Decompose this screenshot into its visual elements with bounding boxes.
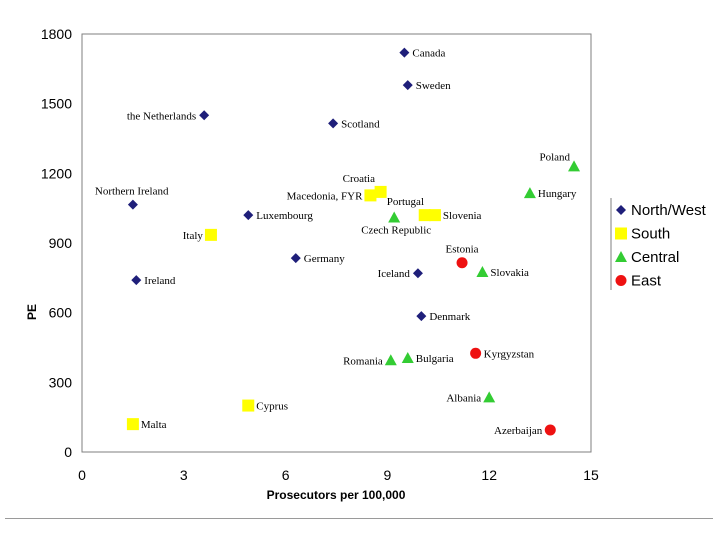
legend-label: East [631,273,662,290]
y-tick-label: 0 [64,444,72,460]
data-point-label: Bulgaria [416,353,454,365]
x-axis-ticks: 0 3 6 9 12 15 [78,467,599,483]
data-point-label: Ireland [144,275,176,287]
plot-area [81,33,592,453]
legend-label: South [631,226,670,243]
data-point-label: Macedonia, FYR [287,190,363,202]
legend-marker-east [615,275,627,286]
data-point-malta [126,418,139,431]
data-point-label: Czech Republic [361,224,431,236]
data-point-slovenia [428,209,441,222]
x-tick-label: 3 [180,467,188,483]
data-point-poland [568,160,581,172]
x-tick-label: 15 [583,467,599,483]
data-point-label: Canada [412,48,445,60]
data-point-label: Sweden [416,80,451,92]
data-point-label: Slovakia [490,267,529,279]
data-point-label: Luxembourg [256,210,313,222]
x-tick-label: 9 [384,467,392,483]
y-tick-label: 600 [49,305,73,321]
data-point-label: Portugal [387,196,424,208]
data-point-italy [204,228,217,241]
data-point-czech-republic [388,211,401,223]
data-point-label: Kyrgyzstan [484,348,535,360]
data-point-label: Azerbaijan [494,425,543,437]
y-tick-label: 1800 [41,26,72,42]
y-tick-label: 1500 [41,96,72,112]
legend: North/West South Central East [610,198,707,290]
data-point-ireland [131,275,142,286]
data-point-albania [483,391,496,403]
legend-label: Central [631,249,679,266]
data-point-label: Slovenia [443,210,482,222]
data-point-label: Italy [183,230,204,242]
y-tick-label: 300 [49,374,73,390]
data-point-label: Scotland [341,118,380,130]
data-point-denmark [416,311,427,322]
data-point-northern-ireland [127,199,138,210]
data-point-label: Albania [446,392,481,404]
data-point-label: Northern Ireland [95,186,169,198]
data-point-the-netherlands [199,110,210,121]
x-tick-label: 6 [282,467,290,483]
data-point-label: Estonia [446,244,479,256]
data-point-portugal [418,209,431,222]
data-point-label: the Netherlands [127,110,196,122]
data-point-croatia [374,185,387,198]
legend-marker-central [615,251,627,262]
y-axis-ticks: 0 300 600 900 1200 1500 1800 [41,26,72,460]
data-point-label: Cyprus [256,401,288,413]
data-point-label: Croatia [343,173,375,185]
legend-marker-north-west [616,205,626,215]
x-axis-title: Prosecutors per 100,000 [267,488,406,502]
data-point-azerbaijan [544,424,556,436]
data-point-macedonia-fyr [364,189,377,202]
data-point-label: Romania [343,355,383,367]
x-tick-label: 0 [78,467,86,483]
data-point-label: Poland [539,151,570,163]
data-point-luxembourg [243,210,254,221]
y-tick-label: 900 [49,235,73,251]
data-point-iceland [412,268,423,279]
data-point-kyrgyzstan [470,347,482,359]
data-point-label: Denmark [429,311,470,323]
data-point-label: Germany [304,253,345,265]
data-point-scotland [328,118,339,129]
y-tick-label: 1200 [41,165,72,181]
legend-label: North/West [631,202,707,219]
data-point-slovakia [476,266,489,278]
y-axis-title: PE [25,304,39,320]
data-point-romania [384,354,397,366]
data-point-cyprus [242,399,255,412]
data-point-germany [290,253,301,264]
data-point-label: Malta [141,419,167,431]
bottom-divider [5,518,713,519]
data-point-label: Hungary [538,188,577,200]
legend-marker-south [615,227,627,240]
x-tick-label: 12 [481,467,497,483]
data-point-canada [399,47,410,58]
data-point-sweden [402,80,413,91]
data-point-label: Iceland [378,268,411,280]
data-points: Canada Sweden the Netherlands Scotland North… [95,47,581,437]
data-point-hungary [523,187,536,199]
data-point-estonia [456,257,468,269]
data-point-bulgaria [401,351,414,363]
